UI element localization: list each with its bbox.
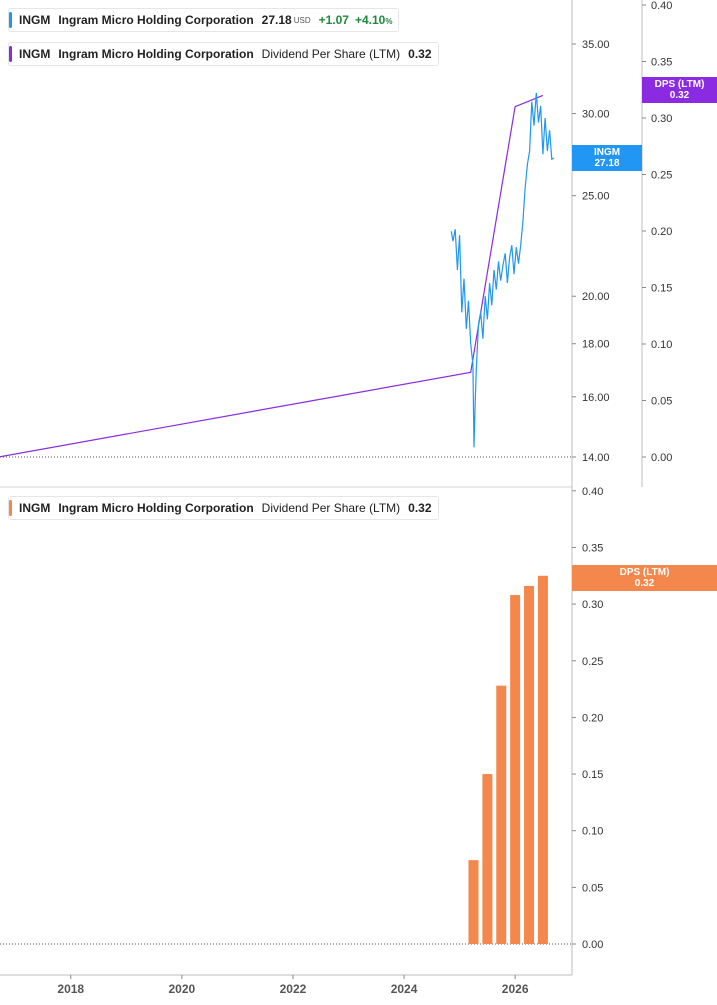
- dps-tick-label: 0.05: [651, 396, 672, 408]
- dps-bar: [537, 575, 548, 944]
- legend-change-pct: +4.10%: [354, 13, 393, 27]
- dps-tick-label: 0.25: [582, 656, 603, 668]
- dps-tick-label: 0.10: [651, 339, 672, 351]
- legend-ticker: INGM: [19, 13, 51, 27]
- dps-legend-bottom[interactable]: INGM Ingram Micro Holding Corporation Di…: [8, 496, 439, 520]
- price-axis-ticks: 14.00 16.00 18.00 20.00 25.00 30.00 35.00: [572, 39, 610, 464]
- dps-tag-value: 0.32: [669, 90, 690, 101]
- dps-tick-label: 0.20: [582, 712, 603, 724]
- dps-tick-label: 0.25: [651, 170, 672, 182]
- dps-axis-ticks-bottom: 0.00 0.05 0.10 0.15 0.20 0.25 0.30 0.35 0.40: [572, 486, 603, 951]
- dps-tick-label: 0.40: [582, 486, 603, 498]
- time-tick-label: 2026: [502, 982, 529, 996]
- dps-legend-swatch: [9, 46, 12, 62]
- legend-ticker: INGM: [19, 47, 51, 61]
- legend-indicator: Dividend Per Share (LTM): [261, 47, 401, 61]
- price-tick-label: 30.00: [582, 108, 610, 120]
- dps-tick-label: 0.35: [651, 57, 672, 69]
- dps-tick-label: 0.15: [651, 283, 672, 295]
- legend-price: 27.18: [261, 13, 292, 27]
- dps-tag-value: 0.32: [634, 578, 655, 589]
- price-tag-ticker: INGM: [593, 147, 621, 158]
- dps-tick-label: 0.20: [651, 226, 672, 238]
- dps-line: [0, 94, 544, 458]
- dps-tag-bottom: DPS (LTM) 0.32: [572, 565, 717, 591]
- time-axis-ticks: 2018 2020 2022 2024 2026: [57, 975, 529, 996]
- price-tag-value: 27.18: [594, 158, 620, 169]
- dps-tick-label: 0.00: [651, 452, 672, 464]
- time-tick-label: 2024: [391, 982, 418, 996]
- price-tag: INGM 27.18: [572, 145, 642, 171]
- time-tick-label: 2022: [280, 982, 307, 996]
- dps-bar: [482, 774, 493, 944]
- dps-tick-label: 0.15: [582, 769, 603, 781]
- price-tick-label: 18.00: [582, 339, 610, 351]
- price-tick-label: 25.00: [582, 191, 610, 203]
- dps-tick-label: 0.30: [582, 599, 603, 611]
- legend-change: +1.07: [318, 13, 349, 27]
- dps-tick-label: 0.10: [582, 826, 603, 838]
- dps-tag-label: DPS (LTM): [619, 567, 670, 578]
- dps-bar: [510, 595, 521, 944]
- legend-indicator: Dividend Per Share (LTM): [261, 501, 401, 515]
- price-tick-label: 20.00: [582, 291, 610, 303]
- price-line: [450, 92, 555, 448]
- price-tick-label: 16.00: [582, 392, 610, 404]
- time-tick-label: 2018: [57, 982, 84, 996]
- price-tick-label: 14.00: [582, 452, 610, 464]
- price-legend-swatch: [9, 12, 12, 28]
- dps-bars: [468, 575, 548, 944]
- legend-company: Ingram Micro Holding Corporation: [58, 501, 254, 515]
- legend-value: 0.32: [408, 47, 432, 61]
- time-tick-label: 2020: [168, 982, 195, 996]
- price-legend[interactable]: INGM Ingram Micro Holding Corporation 27…: [8, 8, 400, 32]
- dps-legend-swatch: [9, 500, 12, 516]
- dps-bar: [524, 585, 535, 944]
- legend-company: Ingram Micro Holding Corporation: [58, 47, 254, 61]
- dps-legend-top[interactable]: INGM Ingram Micro Holding Corporation Di…: [8, 42, 439, 66]
- dps-tag-top: DPS (LTM) 0.32: [642, 77, 717, 103]
- price-tick-label: 35.00: [582, 39, 610, 51]
- legend-value: 0.32: [408, 501, 432, 515]
- legend-currency: USD: [293, 15, 311, 25]
- dps-axis-ticks-top: 0.00 0.05 0.10 0.15 0.20 0.25 0.30 0.35 0.40: [642, 0, 672, 464]
- legend-company: Ingram Micro Holding Corporation: [58, 13, 254, 27]
- dps-tick-label: 0.00: [582, 939, 603, 951]
- dps-tag-label: DPS (LTM): [654, 79, 705, 90]
- dps-bar: [496, 685, 507, 944]
- dps-tick-label: 0.30: [651, 113, 672, 125]
- legend-ticker: INGM: [19, 501, 51, 515]
- dps-bar: [468, 860, 479, 944]
- dps-tick-label: 0.40: [651, 0, 672, 12]
- dps-tick-label: 0.05: [582, 882, 603, 894]
- dps-tick-label: 0.35: [582, 542, 603, 554]
